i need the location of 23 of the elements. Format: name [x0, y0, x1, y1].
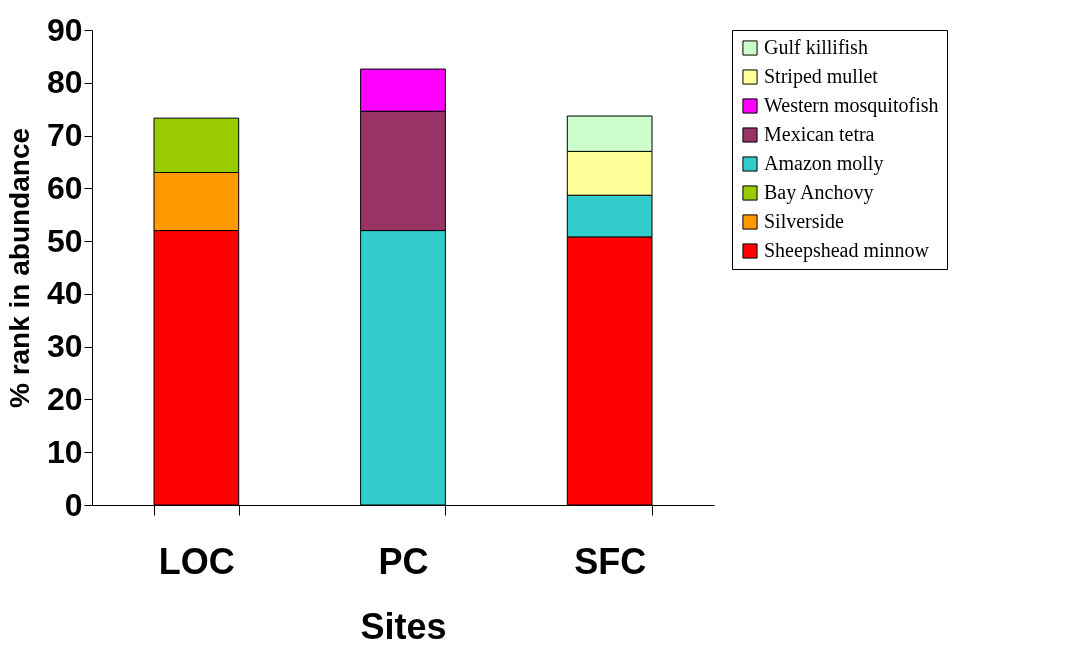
legend-label: Amazon molly: [764, 152, 884, 175]
y-tick-label: 20: [46, 380, 83, 417]
legend-label: Sheepshead minnow: [764, 239, 930, 262]
legend-label: Striped mullet: [764, 65, 879, 88]
y-tick-label: 90: [46, 11, 83, 48]
x-axis-title: Sites: [360, 605, 447, 647]
y-tick-label: 80: [46, 64, 83, 101]
legend-label: Gulf killifish: [764, 36, 868, 58]
x-tick-label: SFC: [574, 540, 647, 582]
legend-label: Western mosquitofish: [764, 94, 939, 117]
y-tick-label: 30: [46, 328, 83, 365]
y-tick-label: 50: [46, 222, 83, 259]
y-tick-label: 70: [46, 117, 83, 154]
y-tick-label: 10: [46, 433, 83, 470]
legend-label: Mexican tetra: [764, 123, 875, 145]
x-tick-label: LOC: [158, 540, 235, 582]
legend-label: Bay Anchovy: [764, 181, 874, 204]
y-tick-label: 60: [46, 169, 83, 206]
legend-label: Silverside: [764, 210, 845, 232]
y-tick-label: 40: [46, 275, 83, 312]
x-tick-label: PC: [378, 540, 429, 582]
y-axis-title: % rank in abundance: [3, 127, 35, 409]
y-tick-label: 0: [64, 486, 83, 523]
